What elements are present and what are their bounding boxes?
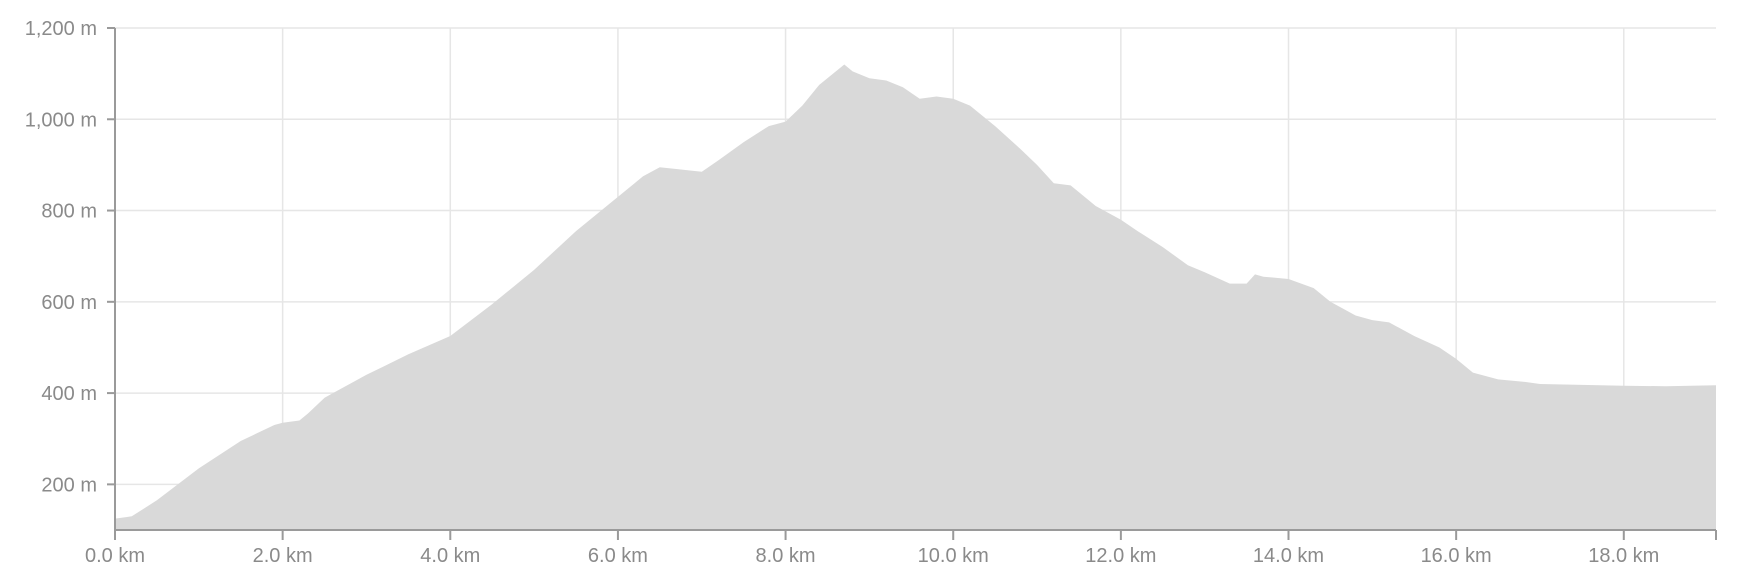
y-tick-label: 1,000 m — [25, 109, 97, 131]
label-layer: 200 m 400 m 600 m 800 m 1,000 m 1,200 m 0.0 km… — [25, 18, 1660, 567]
area-layer — [115, 64, 1716, 530]
x-tick-label: 16.0 km — [1421, 545, 1492, 567]
elevation-area — [115, 64, 1716, 530]
y-tick-label: 400 m — [41, 383, 97, 405]
x-tick-label: 14.0 km — [1253, 545, 1324, 567]
x-tick-label: 12.0 km — [1085, 545, 1156, 567]
axis-layer — [107, 27, 1717, 540]
y-tick-label: 600 m — [41, 292, 97, 314]
y-tick-label: 1,200 m — [25, 18, 97, 40]
x-tick-label: 8.0 km — [756, 545, 816, 567]
x-tick-label: 2.0 km — [253, 545, 313, 567]
x-tick-label: 0.0 km — [85, 545, 145, 567]
x-tick-label: 6.0 km — [588, 545, 648, 567]
y-tick-label: 200 m — [41, 474, 97, 496]
x-tick-label: 10.0 km — [918, 545, 989, 567]
y-tick-label: 800 m — [41, 201, 97, 223]
x-tick-label: 4.0 km — [420, 545, 480, 567]
x-tick-label: 18.0 km — [1588, 545, 1659, 567]
